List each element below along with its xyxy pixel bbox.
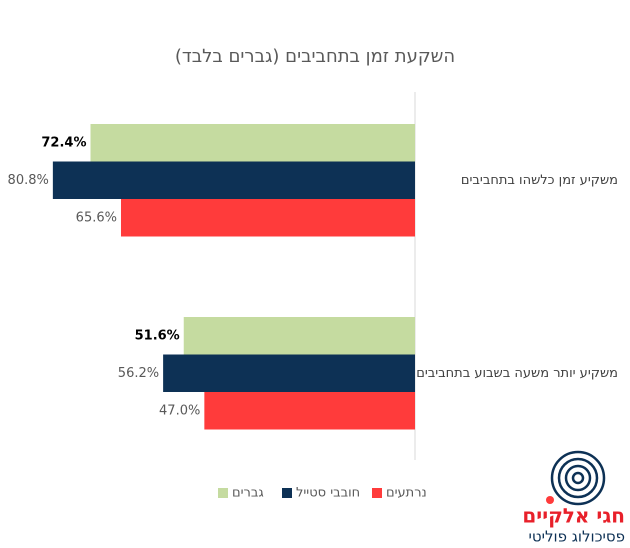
bar bbox=[163, 354, 415, 392]
legend-label: נרתעים bbox=[386, 486, 427, 501]
category-label: משקיע זמן כלשהו בתחביבים bbox=[461, 173, 618, 188]
bar bbox=[120, 199, 416, 237]
brand-name: חגי אלקיים bbox=[522, 504, 625, 528]
brand-tagline: פסיכולוג פוליטי bbox=[529, 528, 625, 546]
logo-icon bbox=[546, 450, 606, 506]
category-label: משקיע יותר משעה בשבוע בתחביבים bbox=[416, 366, 618, 381]
legend-swatch bbox=[218, 488, 228, 498]
value-label: 72.4% bbox=[41, 135, 86, 150]
value-label: 51.6% bbox=[135, 328, 180, 343]
value-label: 56.2% bbox=[118, 366, 159, 381]
legend-swatch bbox=[282, 488, 292, 498]
value-label: 65.6% bbox=[76, 210, 117, 225]
bar bbox=[52, 161, 416, 199]
value-label: 80.8% bbox=[8, 173, 49, 188]
legend-label: חובבי סטייל bbox=[296, 486, 360, 501]
bar bbox=[183, 317, 415, 355]
bar bbox=[90, 124, 416, 162]
value-label: 47.0% bbox=[159, 403, 200, 418]
legend-label: גברים bbox=[232, 486, 264, 501]
chart-title: השקעת זמן בתחביבים (גברים בלבד) bbox=[175, 46, 455, 67]
bar bbox=[204, 392, 415, 430]
legend-swatch bbox=[372, 488, 382, 498]
